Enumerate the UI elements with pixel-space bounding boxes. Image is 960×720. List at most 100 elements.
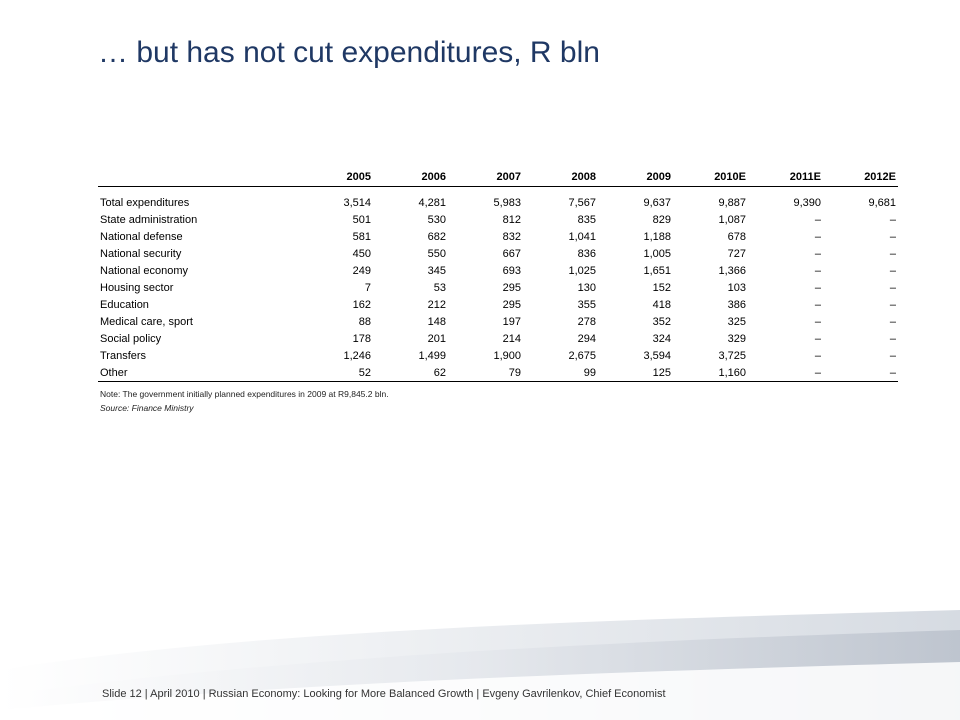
value-cell: 355 (577, 298, 596, 311)
value-cell: – (814, 247, 821, 260)
value-cell: 294 (577, 332, 596, 345)
value-cell: – (889, 247, 896, 260)
column-header: 2005 (346, 171, 371, 183)
value-cell: 1,366 (718, 264, 746, 277)
value-cell: 829 (652, 213, 671, 226)
header-label-cell (98, 168, 298, 187)
value-cell: – (814, 281, 821, 294)
value-cell: 79 (508, 366, 521, 379)
value-cell: 1,087 (718, 213, 746, 226)
table-row: State administration 501 530 812 835 829 1,087… (98, 211, 898, 228)
value-cell: – (814, 298, 821, 311)
value-cell: 9,637 (643, 196, 671, 209)
table-row: Other 52 62 79 99 125 1,160 – – (98, 364, 898, 382)
value-cell: 836 (577, 247, 596, 260)
value-cell: 2,675 (568, 349, 596, 362)
value-cell: 1,246 (343, 349, 371, 362)
value-cell: 103 (727, 281, 746, 294)
value-cell: 386 (727, 298, 746, 311)
value-cell: 7,567 (568, 196, 596, 209)
value-cell: 329 (727, 332, 746, 345)
value-cell: 1,499 (418, 349, 446, 362)
value-cell: – (814, 349, 821, 362)
table-source: Source: Finance Ministry (100, 403, 194, 413)
value-cell: 52 (358, 366, 371, 379)
row-label: Other (100, 366, 128, 379)
column-header: 2009 (646, 171, 671, 183)
value-cell: 9,681 (868, 196, 896, 209)
column-header: 2008 (571, 171, 596, 183)
row-label: State administration (100, 213, 198, 226)
table-body: Total expenditures 3,514 4,281 5,983 7,567 9,… (98, 187, 898, 382)
expenditures-table-container: 2005 2006 2007 2008 2009 2010E 2011E 2012E Tota… (98, 168, 898, 382)
table-row: Education 162 212 295 355 418 386 – – (98, 296, 898, 313)
value-cell: 682 (427, 230, 446, 243)
row-label: National security (100, 247, 182, 260)
value-cell: 727 (727, 247, 746, 260)
row-label: Social policy (100, 332, 162, 345)
value-cell: 9,887 (718, 196, 746, 209)
value-cell: 1,160 (718, 366, 746, 379)
value-cell: 197 (502, 315, 521, 328)
value-cell: 832 (502, 230, 521, 243)
value-cell: – (814, 366, 821, 379)
column-header: 2010E (714, 171, 746, 183)
expenditures-table: 2005 2006 2007 2008 2009 2010E 2011E 2012E Tota… (98, 168, 898, 382)
value-cell: 3,725 (718, 349, 746, 362)
value-cell: 530 (427, 213, 446, 226)
value-cell: – (889, 213, 896, 226)
value-cell: 201 (427, 332, 446, 345)
value-cell: 99 (583, 366, 596, 379)
value-cell: 3,514 (343, 196, 371, 209)
value-cell: 835 (577, 213, 596, 226)
value-cell: 501 (352, 213, 371, 226)
value-cell: – (889, 366, 896, 379)
value-cell: 1,041 (568, 230, 596, 243)
value-cell: – (889, 281, 896, 294)
row-label: Transfers (100, 349, 147, 362)
value-cell: – (889, 298, 896, 311)
value-cell: 1,651 (643, 264, 671, 277)
value-cell: 295 (502, 281, 521, 294)
value-cell: 125 (652, 366, 671, 379)
value-cell: 249 (352, 264, 371, 277)
value-cell: 678 (727, 230, 746, 243)
value-cell: – (889, 332, 896, 345)
row-label: Education (100, 298, 149, 311)
value-cell: 3,594 (643, 349, 671, 362)
value-cell: 162 (352, 298, 371, 311)
table-row: Total expenditures 3,514 4,281 5,983 7,567 9,… (98, 187, 898, 212)
value-cell: 812 (502, 213, 521, 226)
footer-swoosh-decoration (0, 610, 960, 720)
slide-title: … but has not cut expenditures, R bln (98, 36, 600, 69)
value-cell: 53 (433, 281, 446, 294)
value-cell: 4,281 (418, 196, 446, 209)
value-cell: – (889, 264, 896, 277)
table-row: Housing sector 7 53 295 130 152 103 – – (98, 279, 898, 296)
value-cell: 1,025 (568, 264, 596, 277)
table-row: Transfers 1,246 1,499 1,900 2,675 3,594 3,725 –… (98, 347, 898, 364)
value-cell: 214 (502, 332, 521, 345)
value-cell: 418 (652, 298, 671, 311)
row-label: Medical care, sport (100, 315, 193, 328)
value-cell: 7 (364, 281, 371, 294)
value-cell: – (814, 230, 821, 243)
table-note: Note: The government initially planned e… (100, 389, 389, 399)
table-row: Social policy 178 201 214 294 324 329 – – (98, 330, 898, 347)
value-cell: – (889, 349, 896, 362)
table-header-row: 2005 2006 2007 2008 2009 2010E 2011E 2012E (98, 168, 898, 187)
value-cell: 352 (652, 315, 671, 328)
value-cell: – (889, 315, 896, 328)
column-header: 2011E (789, 171, 821, 183)
column-header: 2006 (421, 171, 446, 183)
value-cell: – (814, 332, 821, 345)
value-cell: 325 (727, 315, 746, 328)
value-cell: 450 (352, 247, 371, 260)
value-cell: 295 (502, 298, 521, 311)
column-header: 2012E (864, 171, 896, 183)
value-cell: 324 (652, 332, 671, 345)
value-cell: 1,005 (643, 247, 671, 260)
value-cell: – (889, 230, 896, 243)
row-label: Total expenditures (100, 196, 190, 209)
value-cell: 693 (502, 264, 521, 277)
